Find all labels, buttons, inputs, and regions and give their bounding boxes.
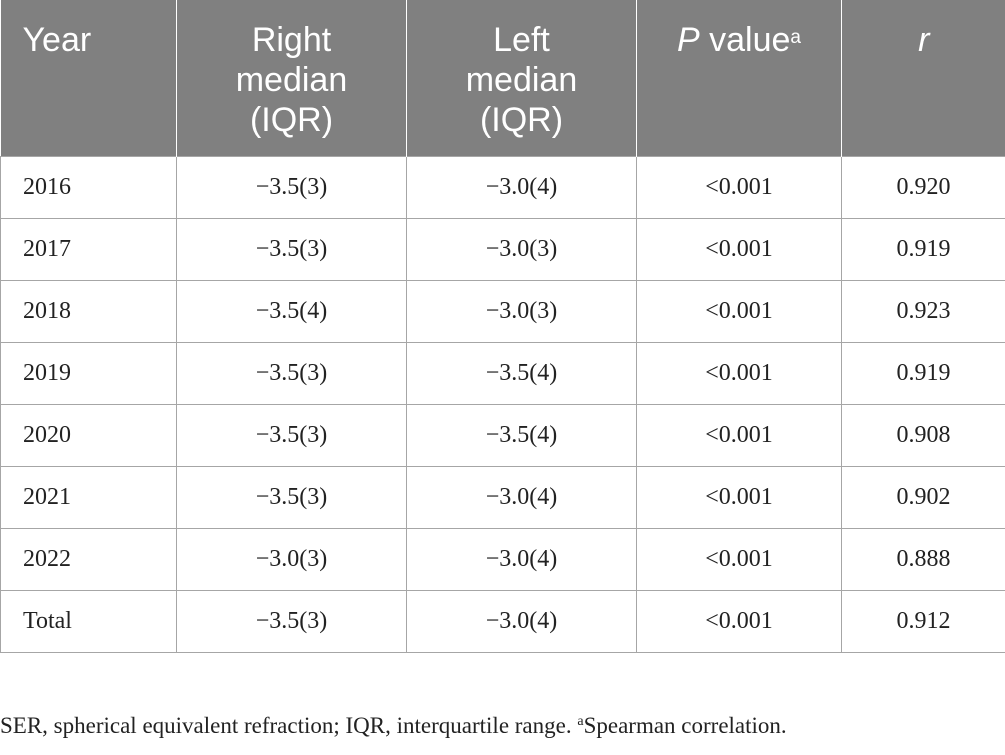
cell-p-value: <0.001 [636, 527, 842, 591]
cell-p-value: <0.001 [636, 279, 842, 343]
table-row: 2020 −3.5(3) −3.5(4) <0.001 0.908 [0, 403, 1005, 467]
cell-right-median: −3.5(3) [176, 589, 407, 653]
cell-r: 0.912 [841, 589, 1005, 653]
cell-year: 2022 [0, 527, 177, 591]
cell-left-median: −3.0(4) [406, 589, 637, 653]
cell-left-median: −3.5(4) [406, 341, 637, 405]
header-left-median: Left median (IQR) [406, 0, 637, 156]
cell-year: 2018 [0, 279, 177, 343]
cell-year: 2017 [0, 217, 177, 281]
header-r: r [841, 0, 1005, 156]
cell-right-median: −3.5(3) [176, 341, 407, 405]
header-row: Year Right median (IQR) Left median (IQR… [0, 0, 1005, 156]
header-p-italic: P [677, 21, 700, 59]
table-header: Year Right median (IQR) Left median (IQR… [0, 0, 1005, 156]
header-left-line3: (IQR) [479, 101, 564, 139]
header-right-line3: (IQR) [249, 101, 334, 139]
cell-p-value: <0.001 [636, 589, 842, 653]
cell-r: 0.902 [841, 465, 1005, 529]
cell-left-median: −3.5(4) [406, 403, 637, 467]
cell-r: 0.888 [841, 527, 1005, 591]
cell-r: 0.919 [841, 341, 1005, 405]
cell-p-value: <0.001 [636, 403, 842, 467]
cell-right-median: −3.5(3) [176, 403, 407, 467]
cell-p-value: <0.001 [636, 341, 842, 405]
table-row: 2021 −3.5(3) −3.0(4) <0.001 0.902 [0, 465, 1005, 529]
cell-year: Total [0, 589, 177, 653]
cell-year: 2016 [0, 155, 177, 219]
header-year: Year [0, 0, 177, 156]
table-body: 2016 −3.5(3) −3.0(4) <0.001 0.920 2017 −… [0, 155, 1005, 653]
cell-right-median: −3.5(4) [176, 279, 407, 343]
cell-p-value: <0.001 [636, 465, 842, 529]
table-row: 2016 −3.5(3) −3.0(4) <0.001 0.920 [0, 155, 1005, 219]
table-row: 2017 −3.5(3) −3.0(3) <0.001 0.919 [0, 217, 1005, 281]
footnote-superscript: a [577, 714, 584, 729]
footnote-tail: Spearman correlation. [583, 713, 787, 738]
cell-left-median: −3.0(3) [406, 217, 637, 281]
cell-year: 2020 [0, 403, 177, 467]
cell-r: 0.920 [841, 155, 1005, 219]
header-right-line2: median [235, 61, 348, 99]
cell-p-value: <0.001 [636, 217, 842, 281]
cell-right-median: −3.5(3) [176, 155, 407, 219]
header-right-line1: Right [251, 21, 332, 59]
table-row: 2019 −3.5(3) −3.5(4) <0.001 0.919 [0, 341, 1005, 405]
cell-right-median: −3.0(3) [176, 527, 407, 591]
cell-r: 0.919 [841, 217, 1005, 281]
cell-r: 0.908 [841, 403, 1005, 467]
header-left-line2: median [465, 61, 578, 99]
table-footnote: SER, spherical equivalent refraction; IQ… [0, 713, 787, 739]
header-year-label: Year [22, 21, 92, 59]
cell-right-median: −3.5(3) [176, 465, 407, 529]
footnote-main: SER, spherical equivalent refraction; IQ… [0, 713, 578, 738]
header-right-median: Right median (IQR) [176, 0, 407, 156]
cell-left-median: −3.0(4) [406, 527, 637, 591]
cell-year: 2021 [0, 465, 177, 529]
results-table-container: Year Right median (IQR) Left median (IQR… [0, 0, 1005, 653]
cell-left-median: −3.0(3) [406, 279, 637, 343]
table-row: Total −3.5(3) −3.0(4) <0.001 0.912 [0, 589, 1005, 653]
cell-left-median: −3.0(4) [406, 155, 637, 219]
header-p-superscript: a [790, 27, 801, 48]
cell-year: 2019 [0, 341, 177, 405]
header-p-rest: value [699, 21, 791, 59]
table-row: 2018 −3.5(4) −3.0(3) <0.001 0.923 [0, 279, 1005, 343]
cell-p-value: <0.001 [636, 155, 842, 219]
header-left-line1: Left [493, 21, 550, 59]
results-table: Year Right median (IQR) Left median (IQR… [0, 0, 1005, 653]
cell-r: 0.923 [841, 279, 1005, 343]
header-r-label: r [918, 21, 930, 59]
table-row: 2022 −3.0(3) −3.0(4) <0.001 0.888 [0, 527, 1005, 591]
cell-left-median: −3.0(4) [406, 465, 637, 529]
cell-right-median: −3.5(3) [176, 217, 407, 281]
header-p-value: P valuea [636, 0, 842, 156]
